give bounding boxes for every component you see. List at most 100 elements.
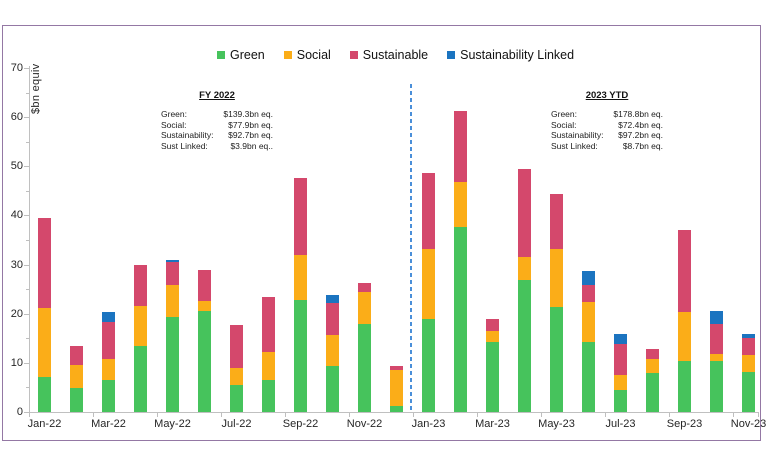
legend-item-sustainability-linked: Sustainability Linked — [447, 48, 574, 62]
x-tick-label: Mar-23 — [475, 418, 510, 430]
bar-segment-sustainable — [390, 365, 403, 371]
x-axis-tick — [29, 413, 30, 417]
bar-segment-social — [614, 375, 627, 390]
legend-label: Social — [296, 48, 331, 62]
bar-Feb-23 — [454, 111, 467, 412]
y-tick-label: 60 — [10, 111, 23, 124]
bar-segment-green — [710, 361, 723, 412]
bar-segment-sustainable — [134, 265, 147, 306]
y-tick-label: 10 — [10, 356, 23, 369]
bar-Mar-23 — [486, 319, 499, 412]
bar-Nov-23 — [742, 334, 755, 412]
y-major-tick — [24, 215, 29, 217]
bar-segment-sustainable — [486, 319, 499, 332]
social-swatch-icon — [283, 51, 292, 59]
y-major-tick — [24, 117, 29, 119]
x-tick-label: May-22 — [154, 418, 191, 430]
y-tick-label: 20 — [10, 307, 23, 320]
annotation-row: Social: $72.4bn eq. — [551, 119, 663, 130]
bar-segment-sustainability-linked — [102, 311, 115, 323]
bar-segment-green — [390, 406, 403, 412]
bar-segment-sustainability-linked — [166, 259, 179, 263]
bar-segment-social — [230, 367, 243, 385]
bar-segment-social — [198, 301, 211, 311]
annotation-row: Green: $178.8bn eq. — [551, 109, 663, 119]
bar-May-22 — [166, 259, 179, 412]
bar-segment-green — [646, 373, 659, 412]
bar-Aug-22 — [262, 297, 275, 412]
bar-segment-green — [262, 379, 275, 412]
y-major-tick — [24, 412, 29, 413]
y-tick-label: 40 — [10, 209, 23, 222]
bar-segment-sustainable — [358, 283, 371, 292]
bar-segment-social — [454, 182, 467, 228]
bar-segment-sustainable — [710, 323, 723, 354]
bar-segment-sustainability-linked — [582, 271, 595, 285]
legend-item-green: Green — [217, 48, 265, 62]
x-tick-label: Nov-22 — [346, 418, 383, 430]
y-minor-tick — [26, 387, 29, 389]
legend-label: Green — [230, 48, 265, 62]
y-minor-tick — [26, 338, 29, 340]
bar-segment-social — [646, 358, 659, 374]
bar-segment-social — [742, 355, 755, 373]
y-minor-tick — [26, 240, 29, 241]
bar-Apr-23 — [518, 169, 531, 412]
bar-segment-green — [486, 342, 499, 412]
y-major-tick — [24, 68, 29, 69]
bar-Jun-22 — [198, 269, 211, 412]
bar-segment-sustainable — [678, 230, 691, 312]
annotation-row: Sustainability: $97.2bn eq. — [551, 130, 663, 140]
bar-segment-green — [326, 365, 339, 412]
bar-segment-social — [582, 301, 595, 342]
plot-area — [29, 68, 758, 412]
y-tick-label: 50 — [10, 160, 23, 173]
bar-segment-sustainable — [550, 194, 563, 250]
bar-segment-green — [742, 372, 755, 412]
y-minor-tick — [26, 289, 29, 291]
x-tick-label: Jan-23 — [411, 418, 446, 430]
x-tick-label: Jul-22 — [221, 418, 252, 430]
bar-segment-sustainable — [38, 218, 51, 309]
y-major-tick — [24, 313, 29, 315]
bar-segment-social — [358, 291, 371, 325]
legend-item-social: Social — [283, 48, 331, 62]
bar-segment-sustainable — [422, 172, 435, 249]
bar-segment-sustainable — [326, 302, 339, 336]
bar-segment-green — [102, 379, 115, 412]
y-major-tick — [24, 166, 29, 168]
bar-segment-social — [486, 331, 499, 343]
x-axis-tick — [540, 413, 542, 417]
bar-segment-social — [294, 254, 307, 300]
bar-May-23 — [550, 194, 563, 412]
bar-segment-social — [262, 352, 275, 380]
bar-segment-sustainability-linked — [326, 294, 339, 303]
annotation-row: Sust Linked: $3.9bn eq.. — [161, 140, 273, 151]
bar-segment-green — [422, 319, 435, 412]
chart-legend: Green Social Sustainable Sustainability … — [217, 48, 574, 62]
x-axis-tick — [476, 413, 478, 417]
bar-segment-sustainability-linked — [742, 334, 755, 339]
x-axis-tick — [668, 413, 670, 417]
annotation-row: Green: $139.3bn eq. — [161, 109, 273, 119]
y-axis-line — [29, 66, 30, 412]
bar-segment-sustainable — [518, 169, 531, 258]
bar-segment-social — [326, 335, 339, 366]
bar-segment-social — [422, 248, 435, 320]
y-major-tick — [24, 362, 29, 364]
x-tick-label: Mar-22 — [91, 418, 126, 430]
bar-segment-sustainable — [70, 346, 83, 365]
bar-Nov-22 — [358, 283, 371, 412]
bar-Jan-23 — [422, 172, 435, 412]
bar-segment-social — [518, 257, 531, 280]
bar-segment-green — [550, 306, 563, 412]
x-tick-label: Jul-23 — [605, 418, 636, 430]
bar-segment-sustainable — [742, 338, 755, 356]
sustainable-swatch-icon — [349, 51, 358, 59]
legend-label: Sustainable — [362, 48, 429, 62]
bar-Oct-23 — [710, 310, 723, 412]
x-axis-tick — [412, 413, 414, 417]
x-axis-tick — [732, 413, 734, 417]
green-swatch-icon — [217, 51, 225, 59]
